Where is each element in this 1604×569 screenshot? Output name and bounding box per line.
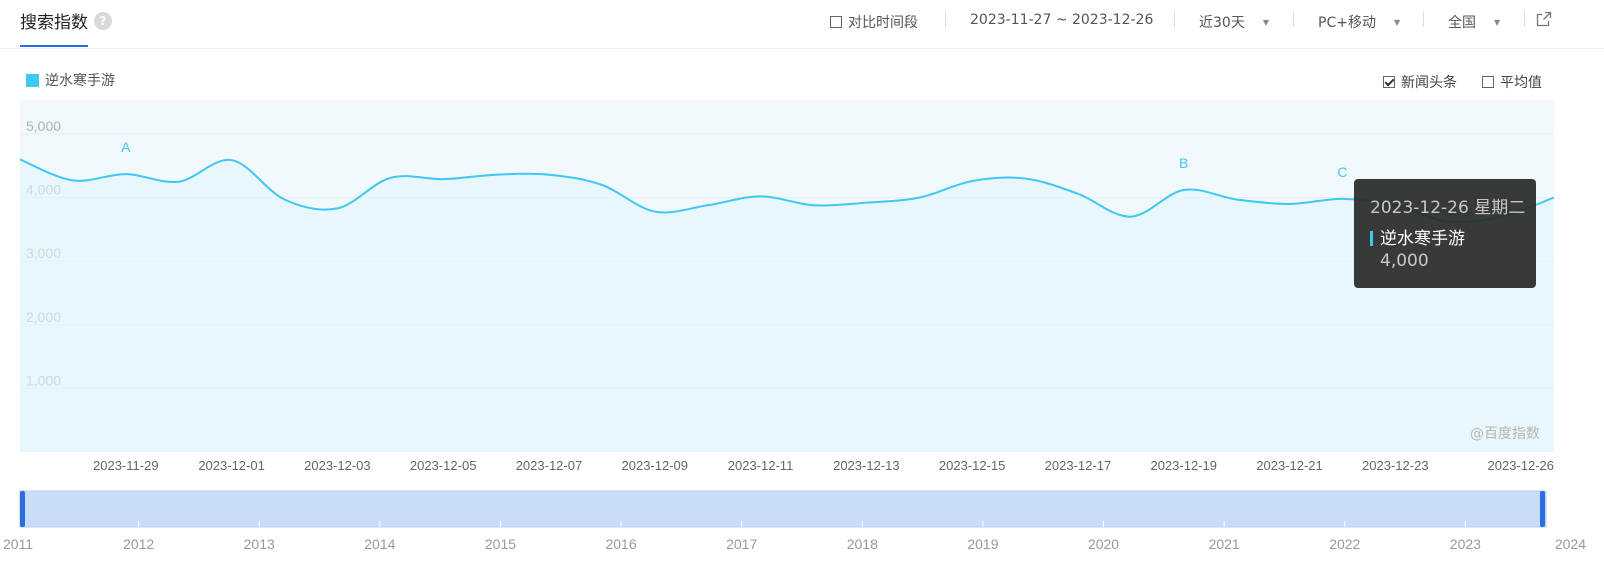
x-tick-label: 2023-12-09 — [622, 458, 689, 473]
x-tick-label: 2023-12-26 — [1488, 458, 1555, 473]
caret-down-icon: ▼ — [1262, 18, 1269, 27]
tooltip-series: 逆水寒手游 — [1370, 224, 1536, 249]
navigator-left-handle[interactable] — [20, 491, 25, 527]
caret-down-icon: ▼ — [1393, 18, 1401, 27]
x-tick-label: 2023-12-19 — [1150, 458, 1217, 473]
x-tick-label: 2023-12-17 — [1045, 458, 1112, 473]
annotation-label: B — [1179, 155, 1188, 171]
legend-swatch — [26, 74, 39, 87]
x-tick-label: 2023-12-03 — [304, 458, 371, 473]
navigator-year-label: 2019 — [967, 536, 998, 552]
navigator-year-label: 2015 — [485, 536, 516, 552]
y-tick-label: 5,000 — [26, 118, 61, 134]
tooltip-series-name: 逆水寒手游 — [1380, 229, 1465, 249]
navigator-year-label: 2023 — [1450, 536, 1481, 552]
average-checkbox[interactable] — [1482, 76, 1494, 88]
divider — [1524, 11, 1525, 27]
period-select-value: 近30天 — [1199, 15, 1245, 31]
device-select-value: PC+移动 — [1318, 15, 1376, 31]
watermark: @百度指数 — [1470, 426, 1540, 442]
x-tick-label: 2023-12-15 — [939, 458, 1006, 473]
external-link-icon[interactable] — [1536, 11, 1552, 27]
divider — [945, 11, 946, 27]
active-tab-underline — [20, 45, 88, 47]
x-tick-label: 2023-12-13 — [833, 458, 900, 473]
navigator-year-label: 2012 — [123, 536, 154, 552]
caret-down-icon: ▼ — [1494, 18, 1501, 27]
tooltip-series-marker — [1370, 231, 1373, 246]
legend-series-name: 逆水寒手游 — [45, 73, 115, 89]
divider — [1423, 11, 1424, 27]
date-range-picker[interactable]: 2023-11-27 ~ 2023-12-26 — [970, 12, 1154, 28]
navigator-year-label: 2017 — [726, 536, 757, 552]
search-index-chart[interactable]: 1,0002,0003,0004,0005,0002023-11-292023-… — [0, 100, 1604, 480]
time-range-navigator[interactable]: 2011 2012 2013 2014 2015 2016 2017 2018 2019 2020… — [0, 488, 1604, 558]
chart-tooltip: 2023-12-26 星期二 逆水寒手游 4,000 — [1354, 179, 1536, 288]
compare-label: 对比时间段 — [848, 15, 918, 31]
compare-checkbox[interactable] — [830, 16, 842, 28]
navigator-selection[interactable] — [19, 490, 1547, 528]
page-title: 搜索指数 — [20, 13, 88, 33]
average-toggle[interactable]: 平均值 — [1482, 72, 1542, 92]
x-tick-label: 2023-12-23 — [1362, 458, 1429, 473]
chart-legend[interactable]: 逆水寒手游 — [26, 70, 115, 90]
annotation-label: C — [1337, 164, 1347, 180]
navigator-year-label: 2020 — [1088, 536, 1119, 552]
device-select[interactable]: PC+移动 ▼ — [1318, 12, 1400, 32]
header-bar: 搜索指数 ? 对比时间段 2023-11-27 ~ 2023-12-26 近30… — [0, 0, 1604, 49]
navigator-year-label: 2014 — [364, 536, 395, 552]
compare-period-toggle[interactable]: 对比时间段 — [830, 12, 918, 32]
question-icon[interactable]: ? — [94, 12, 112, 30]
tooltip-date: 2023-12-26 星期二 — [1370, 198, 1526, 218]
x-tick-label: 2023-12-05 — [410, 458, 477, 473]
news-headline-toggle[interactable]: 新闻头条 — [1383, 72, 1457, 92]
region-select[interactable]: 全国 ▼ — [1448, 12, 1500, 32]
x-tick-label: 2023-12-11 — [728, 458, 794, 473]
x-tick-label: 2023-12-21 — [1256, 458, 1323, 473]
navigator-year-label: 2013 — [244, 536, 275, 552]
tooltip-value: 4,000 — [1380, 251, 1429, 271]
navigator-year-label: 2011 — [3, 536, 33, 552]
news-label: 新闻头条 — [1401, 75, 1457, 91]
navigator-year-label: 2024 — [1555, 536, 1586, 552]
navigator-year-label: 2016 — [605, 536, 636, 552]
region-select-value: 全国 — [1448, 15, 1476, 31]
navigator-right-handle[interactable] — [1540, 491, 1545, 527]
navigator-year-label: 2018 — [847, 536, 878, 552]
divider — [1174, 11, 1175, 27]
series-line[interactable] — [19, 158, 1555, 224]
series-area — [20, 159, 1554, 452]
x-tick-label: 2023-12-01 — [198, 458, 265, 473]
navigator-year-label: 2022 — [1329, 536, 1360, 552]
period-select[interactable]: 近30天 ▼ — [1199, 12, 1269, 32]
average-label: 平均值 — [1500, 75, 1542, 91]
x-tick-label: 2023-12-07 — [516, 458, 583, 473]
x-tick-label: 2023-11-29 — [93, 458, 159, 473]
navigator-year-label: 2021 — [1209, 536, 1240, 552]
divider — [1293, 11, 1294, 27]
news-checkbox[interactable] — [1383, 76, 1395, 88]
annotation-label: A — [121, 139, 131, 155]
